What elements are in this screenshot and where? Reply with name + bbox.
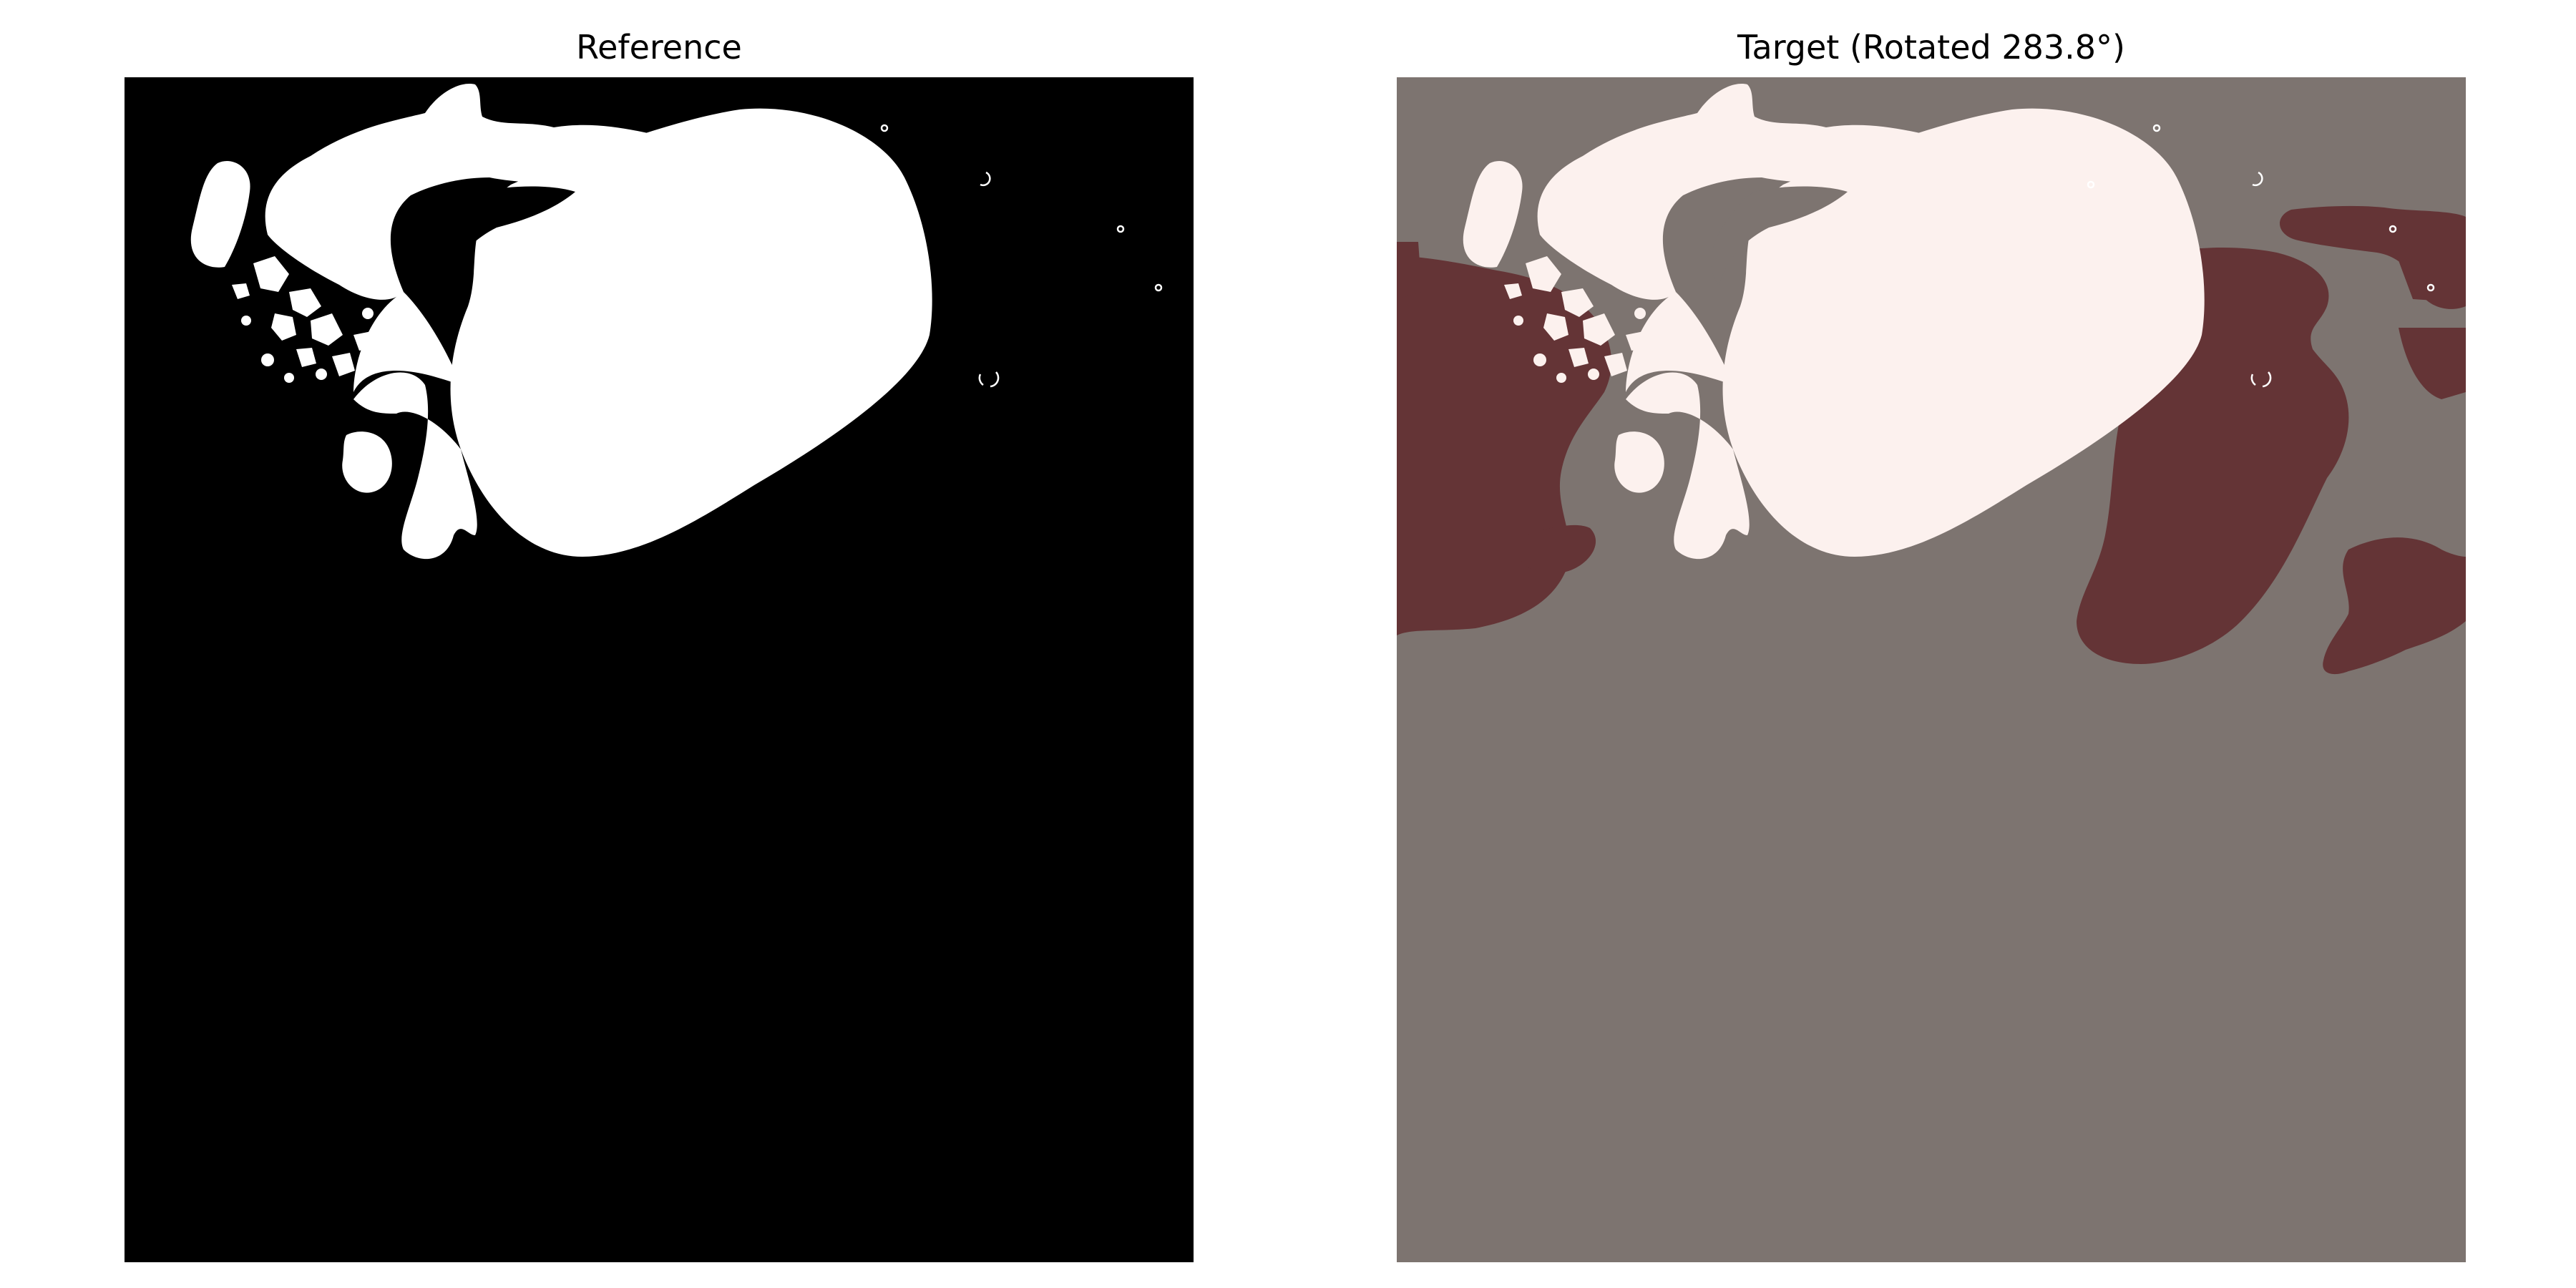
target-specks <box>2087 124 2435 388</box>
reference-panel-title: Reference <box>576 28 742 67</box>
reference-image <box>125 77 1194 1262</box>
reference-specks <box>814 124 1163 388</box>
target-gap <box>1711 186 1848 285</box>
reference-gap <box>439 186 575 285</box>
target-image <box>1397 77 2466 1262</box>
target-panel-title: Target (Rotated 283.8°) <box>1737 28 2125 67</box>
